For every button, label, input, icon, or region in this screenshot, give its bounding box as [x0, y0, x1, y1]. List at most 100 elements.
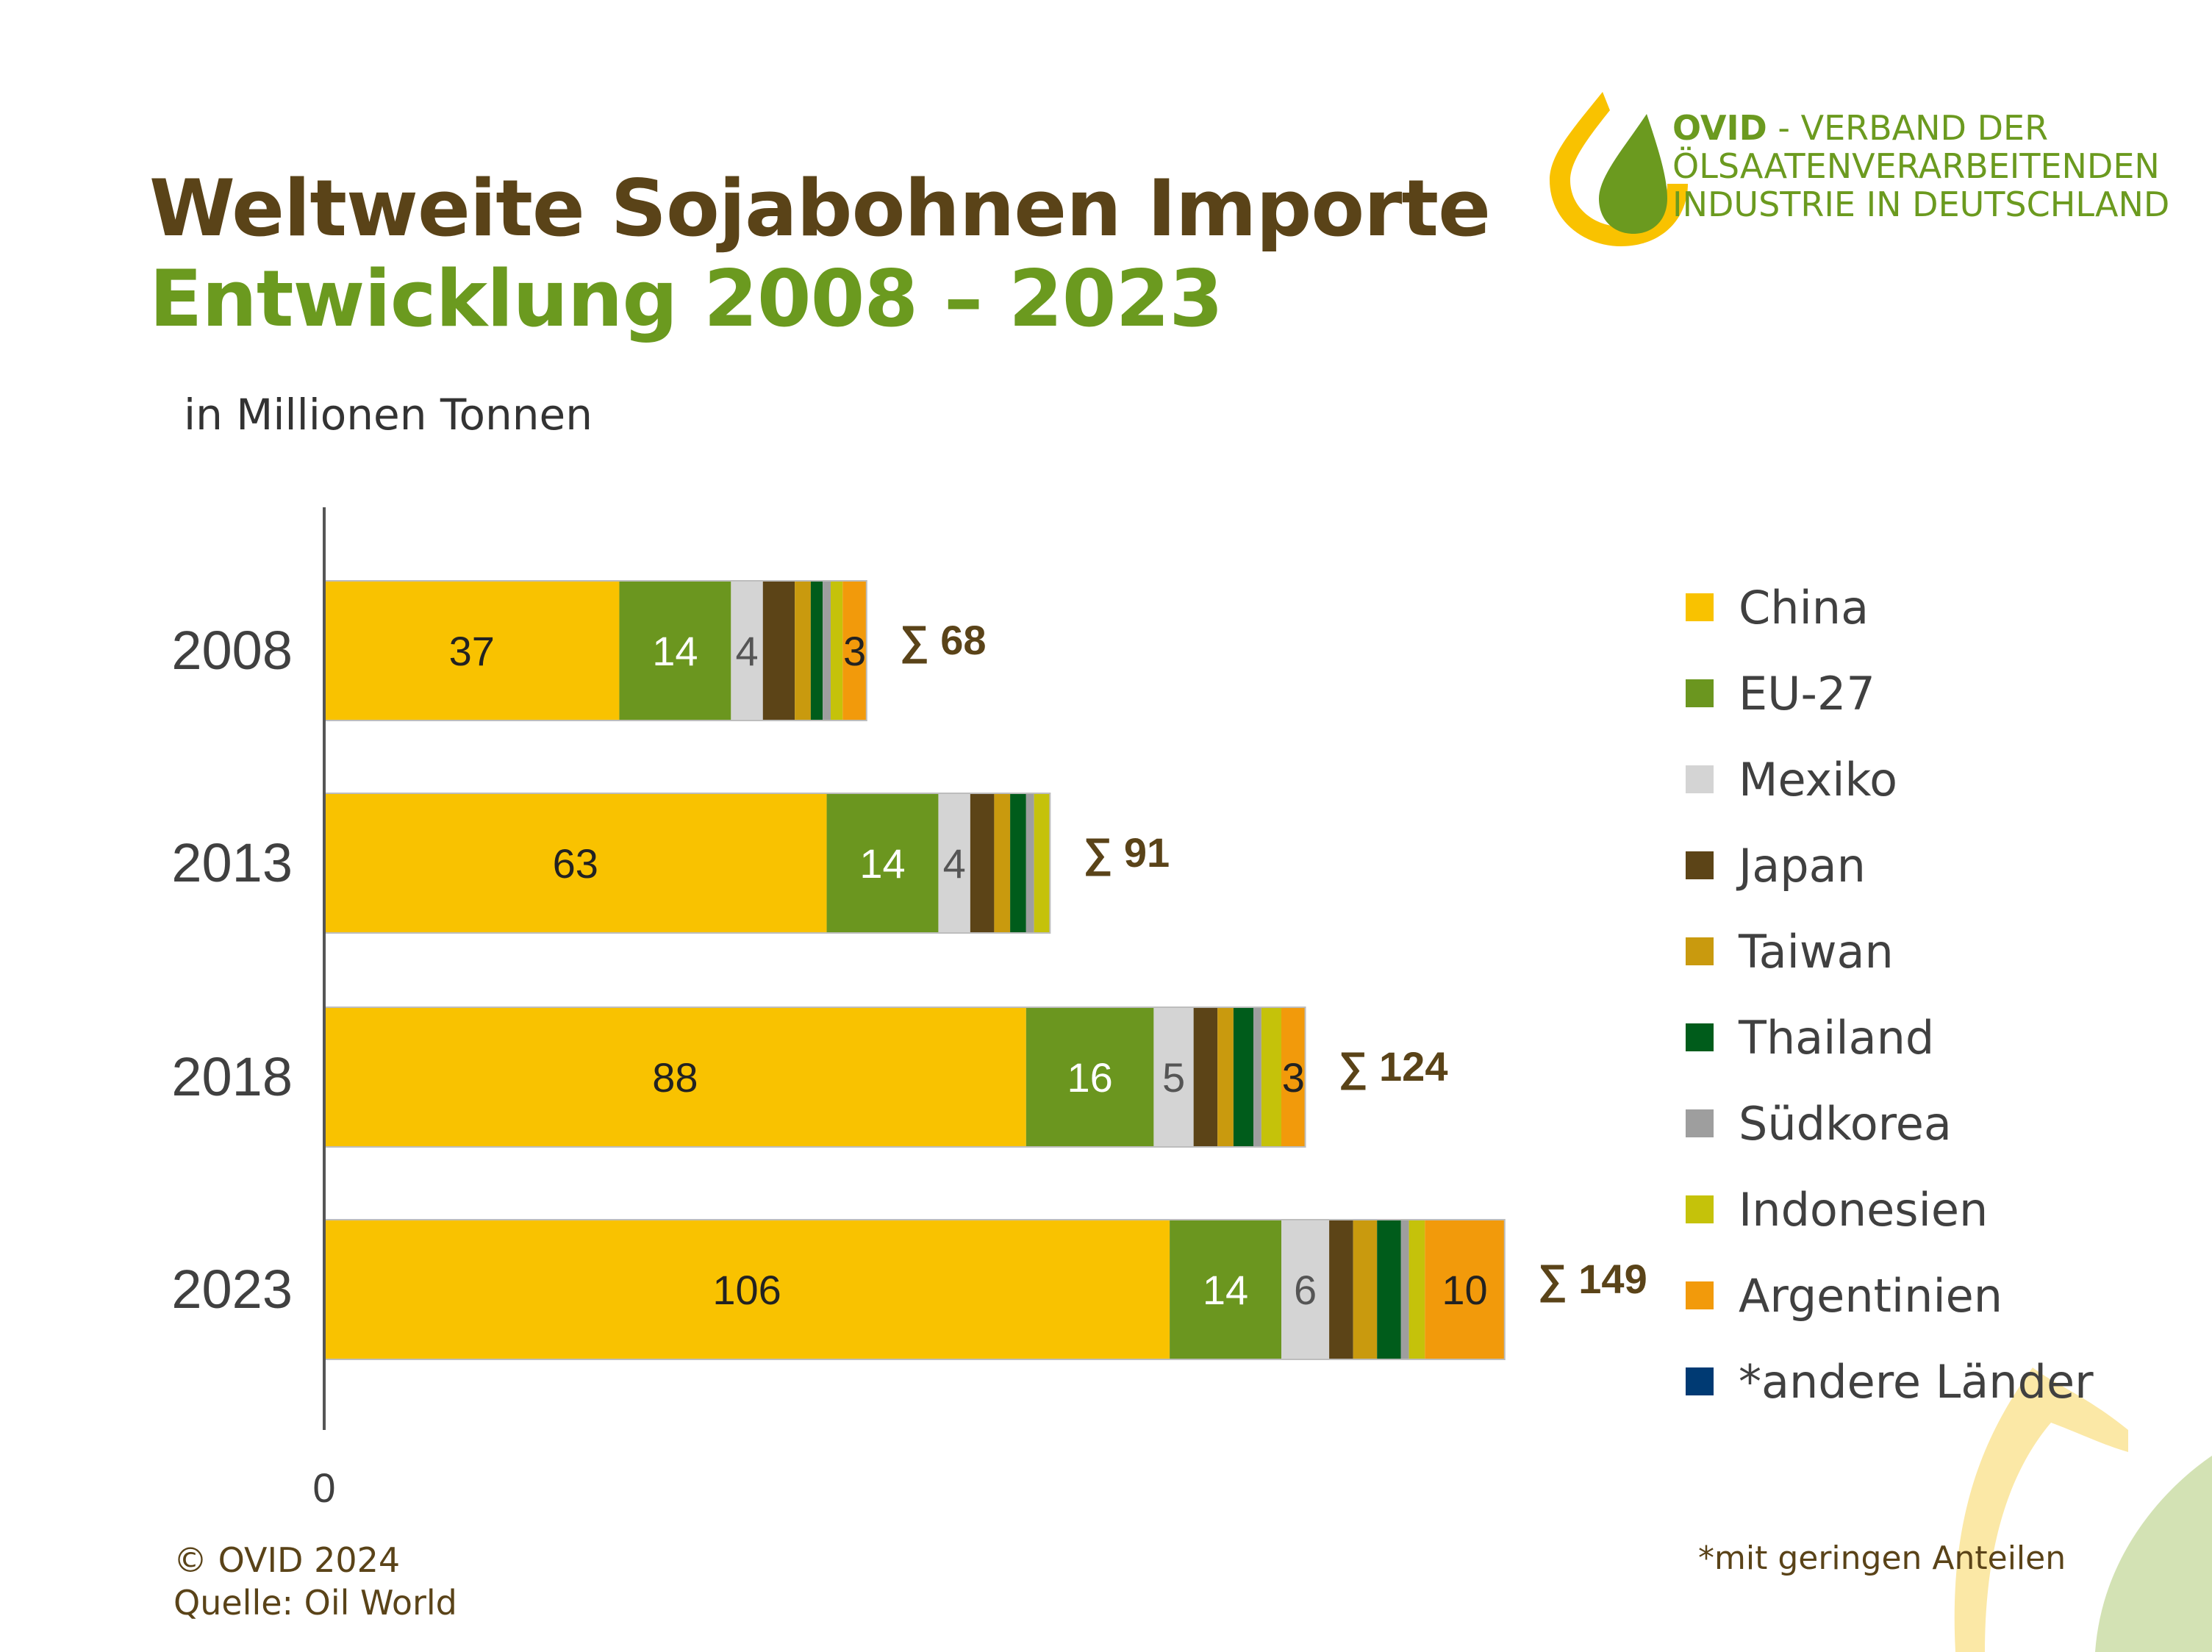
legend-swatch [1686, 679, 1714, 707]
bar-segment-mexiko-2023 [1281, 1220, 1330, 1359]
bar-segment-china-2008 [324, 581, 620, 720]
chart-subtitle: Entwicklung 2008 – 2023 [149, 254, 1223, 344]
x-tick-label: 0 [312, 1465, 335, 1511]
ovid-logo-icon [1550, 92, 1688, 246]
logo-name: OVID [1672, 108, 1767, 148]
legend-swatch [1686, 593, 1714, 621]
legend-item: EU-27 [1686, 664, 1875, 723]
total-label-2013: ∑ 91 [1083, 829, 1170, 876]
data-label-china-2008: 37 [449, 628, 495, 674]
data-label-argentinien-2018: 3 [1282, 1054, 1305, 1101]
ovid-logo-text: OVID - VERBAND DER ÖLSAATENVERARBEITENDE… [1672, 109, 2169, 224]
category-label-2013: 2013 [171, 832, 293, 893]
category-label-2018: 2018 [171, 1046, 293, 1107]
bar-segment-sdkorea-2013 [1026, 793, 1034, 933]
data-label-eu27-2023: 14 [1203, 1267, 1248, 1313]
bar-segment-indonesien-2008 [830, 581, 843, 720]
chart-title: Weltweite Sojabohnen Importe [149, 163, 1491, 254]
total-label-2023: ∑ 149 [1538, 1256, 1647, 1303]
bar-segment-japan-2018 [1193, 1007, 1218, 1147]
legend-item: Mexiko [1686, 750, 1897, 809]
bar-segment-indonesien-2018 [1261, 1007, 1281, 1147]
bar-segment-thailand-2018 [1233, 1007, 1254, 1147]
legend-swatch [1686, 765, 1714, 793]
legend-label: China [1739, 580, 1869, 634]
legend-label: Thailand [1739, 1010, 1935, 1065]
legend-item: *andere Länder [1686, 1352, 2094, 1411]
legend-swatch [1686, 1195, 1714, 1223]
bar-segment-japan-2023 [1329, 1220, 1353, 1359]
bar-segment-japan-2013 [970, 793, 995, 933]
legend-label: Mexiko [1739, 752, 1898, 807]
total-label-2008: ∑ 68 [900, 617, 987, 664]
legend-item: Indonesien [1686, 1180, 1988, 1239]
logo-line2: ÖLSAATENVERARBEITENDEN [1672, 146, 2160, 186]
legend-swatch [1686, 1023, 1714, 1051]
data-label-china-2013: 63 [553, 840, 598, 887]
legend-swatch [1686, 1109, 1714, 1137]
bar-segment-japan-2008 [762, 581, 795, 720]
bar-segment-sdkorea-2008 [823, 581, 831, 720]
legend-item: Thailand [1686, 1008, 1934, 1067]
data-label-eu27-2008: 14 [652, 628, 698, 674]
legend-label: Südkorea [1739, 1096, 1952, 1151]
data-label-mexiko-2008: 4 [735, 628, 758, 674]
bar-segment-taiwan-2018 [1217, 1007, 1234, 1147]
data-label-mexiko-2013: 4 [943, 840, 966, 887]
bar-segment-china-2013 [324, 793, 827, 933]
footnote-text: *mit geringen Anteilen [1698, 1540, 2066, 1577]
legend-label: Taiwan [1739, 924, 1894, 979]
bar-segment-china-2023 [324, 1220, 1170, 1359]
legend-item: Japan [1686, 836, 1866, 895]
legend-label: Argentinien [1739, 1268, 2003, 1323]
bar-segment-mexiko-2008 [731, 581, 763, 720]
total-label-2018: ∑ 124 [1339, 1043, 1448, 1090]
data-label-china-2023: 106 [712, 1267, 781, 1313]
legend-label: Indonesien [1739, 1182, 1989, 1237]
bar-segment-taiwan-2008 [795, 581, 811, 720]
category-label-2008: 2008 [171, 620, 293, 681]
source-text: Quelle: Oil World [173, 1583, 457, 1623]
bar-segment-china-2018 [324, 1007, 1026, 1147]
legend-swatch [1686, 937, 1714, 965]
bar-segment-eu27-2018 [1026, 1007, 1154, 1147]
bar-segment-thailand-2008 [810, 581, 823, 720]
logo-line1: - VERBAND DER [1767, 108, 2049, 148]
corner-drop-decoration [1954, 1367, 2212, 1652]
legend-label: Japan [1739, 838, 1866, 893]
legend-label: EU-27 [1739, 666, 1875, 720]
bar-segment-thailand-2023 [1377, 1220, 1401, 1359]
logo-line3: INDUSTRIE IN DEUTSCHLAND [1672, 185, 2170, 224]
bar-segment-sdkorea-2023 [1400, 1220, 1409, 1359]
unit-label: in Millionen Tonnen [184, 390, 593, 440]
bar-segment-taiwan-2013 [994, 793, 1011, 933]
legend-swatch [1686, 851, 1714, 879]
legend-swatch [1686, 1367, 1714, 1395]
bar-segment-eu27-2013 [826, 793, 939, 933]
copyright-text: © OVID 2024 [173, 1540, 401, 1580]
legend-label: *andere Länder [1739, 1354, 2094, 1409]
bar-segment-eu27-2023 [1170, 1220, 1281, 1359]
bar-segment-mexiko-2013 [938, 793, 970, 933]
legend-item: Südkorea [1686, 1094, 1952, 1153]
bar-segment-mexiko-2018 [1153, 1007, 1194, 1147]
category-label-2023: 2023 [171, 1259, 293, 1320]
legend-item: Taiwan [1686, 922, 1894, 981]
legend-item: China [1686, 578, 1869, 637]
data-label-mexiko-2018: 5 [1162, 1054, 1185, 1101]
bar-segment-taiwan-2023 [1353, 1220, 1378, 1359]
bar-segment-sdkorea-2018 [1253, 1007, 1261, 1147]
bar-segment-eu27-2008 [619, 581, 731, 720]
data-label-mexiko-2023: 6 [1294, 1267, 1317, 1313]
data-label-eu27-2013: 14 [859, 840, 905, 887]
bar-segment-argentinien-2008 [842, 581, 867, 720]
bar-segment-indonesien-2023 [1409, 1220, 1425, 1359]
data-label-china-2018: 88 [652, 1054, 698, 1101]
bar-segment-argentinien-2018 [1281, 1007, 1306, 1147]
data-label-argentinien-2008: 3 [843, 628, 866, 674]
bar-segment-thailand-2013 [1010, 793, 1026, 933]
bar-segment-indonesien-2013 [1034, 793, 1050, 933]
bar-segment-argentinien-2023 [1425, 1220, 1505, 1359]
data-label-argentinien-2023: 10 [1442, 1267, 1487, 1313]
